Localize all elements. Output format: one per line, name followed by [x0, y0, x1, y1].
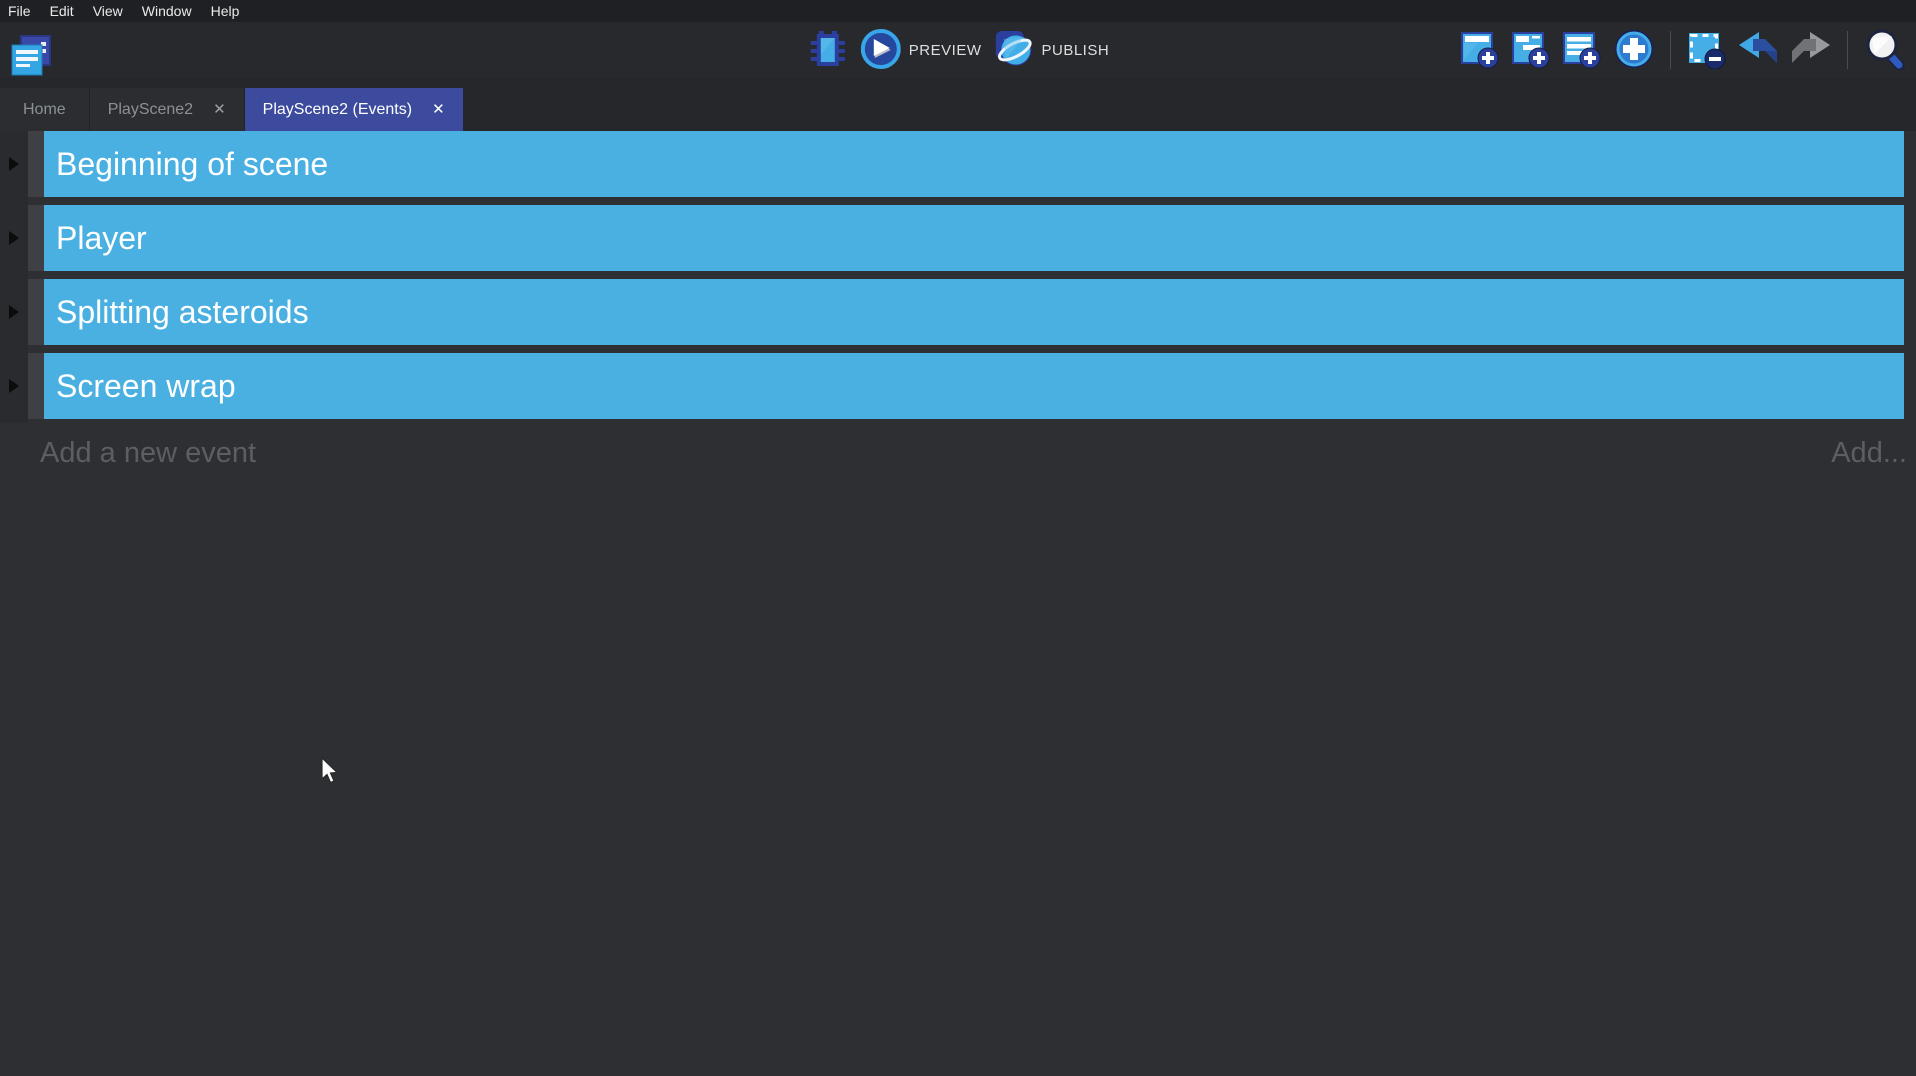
project-manager-button[interactable] [8, 33, 54, 82]
remove-selection-button[interactable] [1686, 29, 1726, 72]
event-group-bar[interactable]: Player [44, 205, 1904, 271]
tab-home[interactable]: Home [0, 88, 90, 131]
add-comment-button[interactable] [1562, 29, 1602, 72]
tab-label: PlayScene2 (Events) [262, 100, 413, 118]
event-group-bar[interactable]: Screen wrap [44, 353, 1904, 419]
publish-button[interactable]: PUBLISH [993, 29, 1109, 72]
tab-bar: Home PlayScene2 ✕ PlayScene2 (Events) ✕ [0, 78, 1916, 131]
event-drag-handle[interactable] [28, 131, 44, 197]
search-icon [1863, 28, 1905, 73]
add-event-button[interactable] [1460, 29, 1500, 72]
preview-button[interactable]: PREVIEW [860, 28, 982, 72]
choose-event-button[interactable] [1613, 28, 1655, 73]
menu-file[interactable]: File [8, 3, 31, 19]
event-drag-handle[interactable] [28, 279, 44, 345]
add-circle-icon [1613, 28, 1655, 73]
tab-label: PlayScene2 [107, 100, 194, 118]
toolbar-separator [1847, 31, 1848, 69]
toolbar-separator [1670, 31, 1671, 69]
debugger-bug-icon [807, 29, 849, 72]
add-event-button-text[interactable]: Add... [1831, 437, 1907, 469]
menu-window[interactable]: Window [141, 3, 192, 19]
event-drag-handle[interactable] [28, 353, 44, 419]
menu-help[interactable]: Help [210, 3, 240, 19]
add-subevent-button[interactable] [1511, 29, 1551, 72]
menu-bar: File Edit View Window Help [0, 0, 1916, 22]
redo-button[interactable] [1790, 30, 1832, 71]
events-sheet: Beginning of scene Player Splitting aste… [0, 131, 1916, 1076]
event-drag-handle[interactable] [28, 205, 44, 271]
undo-button[interactable] [1737, 30, 1779, 71]
event-row[interactable]: Player [0, 205, 1916, 271]
add-event-placeholder[interactable]: Add a new event [40, 437, 257, 469]
events-gutter [0, 131, 28, 423]
event-group-bar[interactable]: Splitting asteroids [44, 279, 1904, 345]
menu-view[interactable]: View [92, 3, 123, 19]
play-icon [860, 28, 901, 72]
redo-icon [1790, 30, 1832, 71]
add-event-row: Add a new event Add... [0, 431, 1916, 473]
project-manager-icon [8, 33, 54, 82]
event-row[interactable]: Beginning of scene [0, 131, 1916, 197]
collapse-triangle-icon[interactable] [9, 157, 19, 171]
publish-globe-icon [993, 29, 1033, 72]
add-event-icon [1460, 29, 1500, 72]
add-comment-icon [1562, 29, 1602, 72]
event-group-title: Player [56, 219, 147, 256]
tab-playscene2-events[interactable]: PlayScene2 (Events) ✕ [244, 88, 463, 131]
event-group-title: Screen wrap [56, 367, 236, 404]
toolbar: PREVIEW PUBLISH [0, 22, 1916, 78]
close-icon[interactable]: ✕ [213, 101, 226, 118]
preview-label: PREVIEW [908, 41, 982, 59]
collapse-triangle-icon[interactable] [9, 231, 19, 245]
publish-label: PUBLISH [1041, 41, 1110, 59]
event-group-bar[interactable]: Beginning of scene [44, 131, 1904, 197]
undo-icon [1737, 30, 1779, 71]
remove-selection-icon [1686, 29, 1726, 72]
tab-playscene2[interactable]: PlayScene2 ✕ [89, 88, 245, 131]
collapse-triangle-icon[interactable] [9, 379, 19, 393]
event-group-title: Beginning of scene [56, 145, 329, 182]
add-subevent-icon [1511, 29, 1551, 72]
search-button[interactable] [1863, 28, 1905, 73]
tab-label: Home [23, 100, 66, 118]
close-icon[interactable]: ✕ [432, 101, 445, 118]
debugger-button[interactable] [807, 29, 849, 72]
menu-edit[interactable]: Edit [49, 3, 74, 19]
event-group-title: Splitting asteroids [56, 293, 309, 330]
collapse-triangle-icon[interactable] [9, 305, 19, 319]
event-row[interactable]: Screen wrap [0, 353, 1916, 419]
event-row[interactable]: Splitting asteroids [0, 279, 1916, 345]
